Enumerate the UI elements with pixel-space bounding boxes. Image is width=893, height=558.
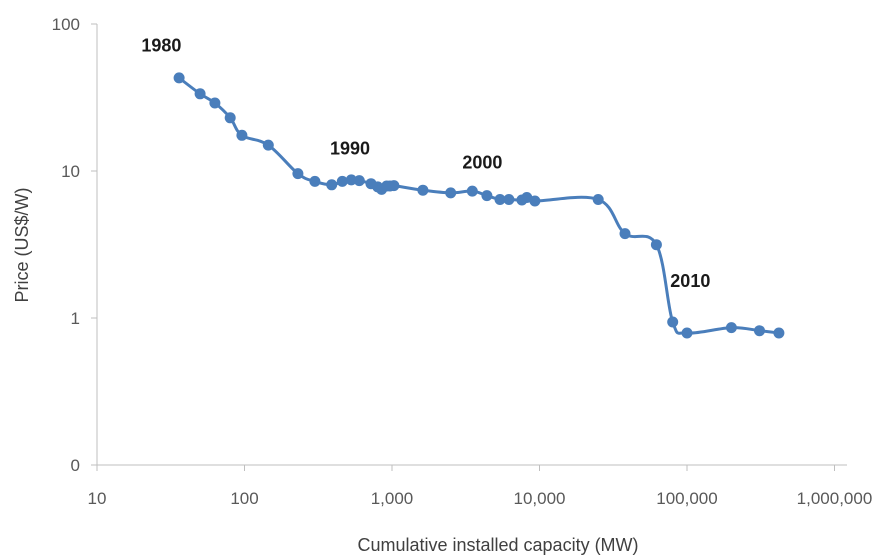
x-axis-title: Cumulative installed capacity (MW) (357, 535, 638, 555)
x-tick-label: 1,000,000 (797, 489, 873, 508)
y-axis-ticks: 0 1 10 100 (52, 15, 97, 475)
data-point (725, 322, 737, 334)
data-point (326, 179, 338, 191)
x-tick-label: 10 (88, 489, 107, 508)
y-tick-label: 10 (61, 162, 80, 181)
y-axis-title: Price (US$/W) (12, 187, 32, 302)
data-point (292, 168, 304, 180)
year-annotations: 1980 1990 2000 2010 (141, 36, 710, 292)
x-axis-ticks: 10 100 1,000 10,000 100,000 1,000,000 (88, 465, 873, 508)
x-tick-label: 1,000 (371, 489, 414, 508)
data-point (773, 327, 785, 339)
data-point (667, 316, 679, 328)
y-tick-label: 0 (71, 456, 80, 475)
data-point (681, 327, 693, 339)
data-point (417, 184, 429, 196)
y-tick-label: 1 (71, 309, 80, 328)
data-point (529, 195, 541, 207)
data-point (353, 175, 365, 187)
series-line (177, 76, 781, 335)
year-annotation: 1990 (330, 138, 370, 158)
data-point (754, 325, 765, 337)
data-point (650, 239, 662, 251)
data-point (445, 187, 457, 199)
axes: 0 1 10 100 10 100 1,000 10,000 100,000 1,000,000 (52, 15, 873, 508)
year-annotation: 2010 (670, 271, 710, 291)
data-point (236, 129, 248, 141)
x-tick-label: 100 (230, 489, 258, 508)
data-point (194, 88, 206, 100)
data-point (503, 194, 515, 205)
year-annotation: 2000 (462, 153, 502, 173)
y-tick-label: 100 (52, 15, 80, 34)
x-tick-label: 10,000 (514, 489, 566, 508)
data-point (619, 228, 631, 240)
data-point (309, 175, 321, 187)
data-point (209, 97, 221, 109)
data-point (262, 139, 274, 151)
data-point (345, 174, 357, 186)
data-point (481, 190, 493, 202)
year-annotation: 1980 (141, 36, 181, 56)
data-point (466, 185, 478, 197)
data-point (224, 112, 236, 124)
data-point (592, 194, 604, 205)
data-point (494, 194, 506, 205)
data-point (336, 175, 348, 187)
data-point (388, 180, 400, 192)
x-tick-label: 100,000 (656, 489, 717, 508)
data-point (173, 72, 185, 84)
data-points (173, 72, 785, 339)
